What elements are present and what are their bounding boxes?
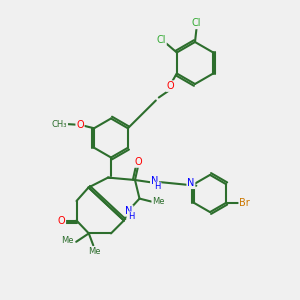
Text: H: H [154,182,161,191]
Text: O: O [76,120,84,130]
Text: Me: Me [88,247,101,256]
Text: CH₃: CH₃ [52,120,68,129]
Text: N: N [151,176,158,187]
Text: Cl: Cl [157,35,166,45]
Text: Me: Me [152,197,165,206]
Text: Me: Me [61,236,74,245]
Text: Br: Br [239,198,250,208]
Text: Cl: Cl [192,18,201,28]
Text: O: O [134,157,142,167]
Text: O: O [58,215,65,226]
Text: O: O [167,81,174,91]
Text: H: H [128,212,135,221]
Text: N: N [187,178,195,188]
Text: N: N [125,206,133,216]
